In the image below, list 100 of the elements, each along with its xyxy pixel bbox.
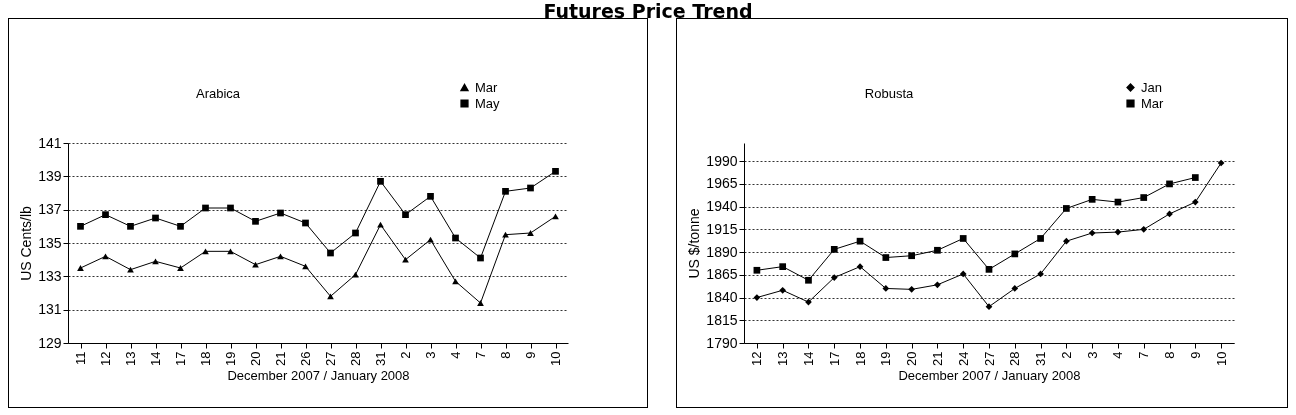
point <box>377 221 384 228</box>
x-tick-label: 3 <box>423 351 438 359</box>
x-tick-label: 11 <box>73 351 88 365</box>
y-tick-label: 1840 <box>706 289 738 306</box>
legend-label: Jan <box>1141 79 1162 95</box>
point <box>277 209 284 217</box>
legend-label: Mar <box>1141 95 1165 111</box>
x-tick-label: 13 <box>123 351 138 366</box>
point <box>302 219 309 227</box>
point <box>753 266 761 274</box>
point <box>856 263 864 270</box>
point <box>77 265 84 271</box>
x-tick-label: 10 <box>1213 351 1229 366</box>
point <box>1088 196 1096 203</box>
point <box>830 246 838 253</box>
point <box>1191 198 1199 206</box>
legend-label: Mar <box>475 79 499 95</box>
x-tick-label: 12 <box>749 351 765 366</box>
point <box>959 270 967 278</box>
y-tick-label: 1940 <box>706 198 738 215</box>
y-axis-title: US $/tonne <box>686 208 703 279</box>
point <box>277 253 284 260</box>
x-tick-label: 2 <box>1058 351 1074 359</box>
x-tick-label: 20 <box>904 351 920 366</box>
point <box>882 254 890 261</box>
x-tick-label: 28 <box>348 351 363 366</box>
point <box>1037 270 1044 278</box>
x-tick-label: 24 <box>955 351 971 366</box>
point <box>1166 180 1173 188</box>
point <box>1217 159 1225 167</box>
point <box>779 263 787 270</box>
point <box>227 204 234 212</box>
y-tick-label: 129 <box>38 334 62 351</box>
point <box>77 222 84 230</box>
x-tick-label: 9 <box>523 351 538 359</box>
x-tick-label: 7 <box>1136 351 1152 359</box>
point <box>477 254 484 262</box>
y-axis-title: US Cents/lb <box>18 205 35 281</box>
point <box>177 222 184 230</box>
x-axis-title: December 2007 / January 2008 <box>898 367 1081 383</box>
x-tick-label: 18 <box>198 351 213 366</box>
x-tick-label: 31 <box>373 351 388 366</box>
point <box>882 285 890 292</box>
point <box>302 263 309 270</box>
point <box>102 253 109 260</box>
point <box>252 217 259 225</box>
y-tick-label: 141 <box>38 134 62 151</box>
point <box>502 187 509 195</box>
x-tick-label: 4 <box>448 351 463 359</box>
point <box>552 213 559 220</box>
x-tick-label: 28 <box>1007 351 1023 366</box>
y-tick-label: 1815 <box>706 311 738 328</box>
point <box>1011 250 1019 258</box>
point <box>227 248 234 255</box>
point <box>502 231 509 238</box>
point <box>377 177 384 185</box>
x-tick-label: 21 <box>929 351 945 366</box>
point <box>477 300 484 306</box>
point <box>202 204 209 212</box>
y-tick-label: 139 <box>38 167 62 184</box>
point <box>1088 229 1096 237</box>
x-tick-label: 20 <box>248 351 263 366</box>
point <box>152 214 159 222</box>
text: Futures Price Trend <box>542 0 754 22</box>
y-tick-label: 133 <box>38 267 62 284</box>
x-tick-label: 12 <box>98 351 113 366</box>
point <box>527 184 534 192</box>
point <box>327 293 334 300</box>
chart-title: Robusta <box>864 86 914 101</box>
point <box>1063 237 1070 245</box>
x-tick-label: 27 <box>981 351 997 366</box>
y-tick-label: 135 <box>38 234 62 251</box>
x-tick-label: 3 <box>1084 351 1100 359</box>
point <box>452 278 459 285</box>
point <box>177 265 184 271</box>
x-tick-label: 8 <box>498 351 513 359</box>
point <box>202 248 209 255</box>
point <box>805 276 812 284</box>
point <box>934 246 941 254</box>
y-tick-label: 137 <box>38 201 62 218</box>
x-tick-label: 26 <box>298 351 313 366</box>
point <box>427 192 434 200</box>
y-tick-label: 1890 <box>706 243 738 260</box>
point <box>934 281 941 289</box>
point <box>152 258 159 265</box>
point <box>1011 285 1019 292</box>
x-tick-label: 13 <box>775 351 791 366</box>
point <box>527 230 534 236</box>
x-tick-label: 19 <box>878 351 894 366</box>
y-tick-label: 1990 <box>706 152 738 169</box>
point <box>1140 194 1148 201</box>
point <box>779 286 787 294</box>
point <box>1140 226 1148 233</box>
x-tick-label: 2 <box>398 351 413 359</box>
legend-label: May <box>475 95 501 111</box>
point <box>252 261 259 268</box>
point <box>908 252 915 260</box>
x-tick-label: 18 <box>852 351 868 366</box>
point <box>402 256 409 263</box>
x-tick-label: 14 <box>148 351 163 366</box>
